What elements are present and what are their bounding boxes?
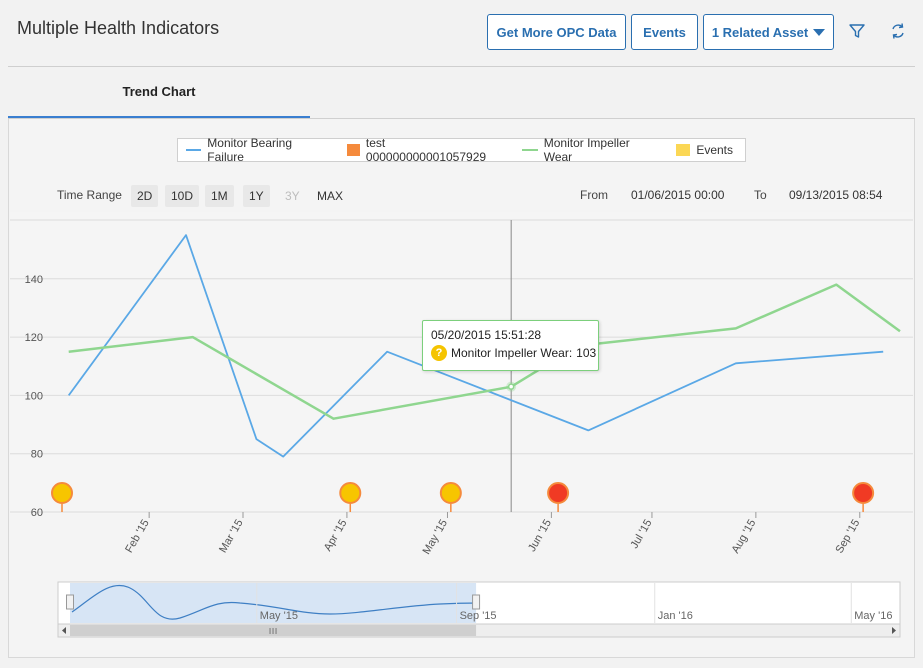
- y-tick-label: 60: [31, 507, 43, 519]
- range-max-button[interactable]: MAX: [317, 189, 344, 203]
- to-label: To: [754, 188, 767, 202]
- tab-divider: [8, 118, 915, 119]
- from-label: From: [580, 188, 608, 202]
- navigator-series: [71, 585, 481, 620]
- event-marker: [339, 482, 362, 504]
- legend-line-symbol: [186, 149, 202, 151]
- navigator-label: May '15: [260, 610, 298, 622]
- legend-item-test[interactable]: test 000000000001057929: [346, 136, 503, 164]
- get-more-opc-data-button[interactable]: Get More OPC Data: [487, 14, 626, 50]
- range-10d-button[interactable]: 10D: [165, 185, 200, 207]
- related-asset-dropdown[interactable]: 1 Related Asset: [703, 14, 834, 50]
- refresh-icon[interactable]: [887, 20, 909, 42]
- event-marker: [547, 482, 570, 504]
- navigator-label: Sep '15: [460, 610, 497, 622]
- tooltip-value: 103: [576, 346, 597, 360]
- x-tick-label: Aug '15: [730, 518, 759, 556]
- events-button[interactable]: Events: [631, 14, 698, 50]
- legend-label: Monitor Bearing Failure: [207, 136, 293, 164]
- event-marker: [439, 482, 462, 504]
- range-2d-button[interactable]: 2D: [131, 185, 159, 207]
- range-3y-button: 3Y: [285, 189, 300, 203]
- legend-item-impeller-wear[interactable]: Monitor Impeller Wear: [522, 136, 656, 164]
- header-divider: [8, 66, 915, 67]
- page-title: Multiple Health Indicators: [17, 18, 220, 38]
- tooltip-series: Monitor Impeller Wear:: [451, 346, 573, 360]
- event-marker: [852, 482, 875, 504]
- tooltip-date: 05/20/2015 15:51:28: [431, 328, 542, 342]
- navigator-handle[interactable]: [66, 594, 74, 610]
- x-tick-label: Apr '15: [322, 518, 350, 554]
- caret-down-icon: [813, 28, 826, 36]
- x-tick-label: May '15: [421, 518, 450, 557]
- y-tick-label: 80: [31, 449, 43, 461]
- related-asset-label: 1 Related Asset: [711, 24, 809, 40]
- legend-square-symbol: [346, 144, 360, 156]
- navigator-label: Jan '16: [658, 610, 693, 622]
- x-tick-label: Jul '15: [628, 518, 654, 551]
- scroll-right-arrow-icon: [892, 627, 896, 634]
- page-header: Multiple Health Indicators Get More OPC …: [0, 0, 923, 66]
- y-tick-label: 140: [25, 274, 43, 286]
- range-1y-button[interactable]: 1Y: [243, 185, 270, 207]
- legend-square-symbol: [676, 144, 691, 156]
- tab-bar: Trend Chart: [8, 67, 915, 119]
- navigator-handle[interactable]: [472, 594, 481, 610]
- x-tick-label: Mar '15: [217, 518, 246, 555]
- hover-point: [507, 383, 515, 390]
- navigator-label: May '16: [854, 610, 892, 622]
- legend-item-events[interactable]: Events: [676, 143, 733, 157]
- scroll-left-arrow-icon: [62, 627, 66, 634]
- time-range-label: Time Range: [57, 188, 122, 202]
- navigator-window: [70, 583, 477, 623]
- to-date-input[interactable]: 09/13/2015 08:54: [789, 188, 883, 202]
- from-date-input[interactable]: 01/06/2015 00:00: [631, 188, 725, 202]
- x-tick-label: Sep '15: [833, 518, 862, 556]
- range-1m-button[interactable]: 1M: [205, 185, 234, 207]
- filter-icon[interactable]: [846, 20, 868, 42]
- y-tick-label: 120: [25, 332, 43, 344]
- legend-line-symbol: [522, 149, 538, 151]
- series-line: [67, 234, 884, 458]
- legend-label: Events: [696, 143, 733, 157]
- y-tick-label: 100: [25, 390, 43, 402]
- data-tooltip: 05/20/2015 15:51:28 ? Monitor Impeller W…: [422, 320, 599, 371]
- x-tick-label: Jun '15: [526, 518, 554, 554]
- question-icon: ?: [431, 345, 447, 361]
- legend-label: Monitor Impeller Wear: [543, 136, 630, 164]
- tab-trend-chart[interactable]: Trend Chart: [8, 67, 310, 119]
- legend-label: test 000000000001057929: [365, 136, 487, 164]
- x-tick-label: Feb '15: [123, 518, 152, 555]
- event-marker: [51, 482, 73, 504]
- chart-legend: Monitor Bearing Failure test 00000000000…: [177, 136, 746, 164]
- legend-item-bearing-failure[interactable]: Monitor Bearing Failure: [186, 136, 327, 164]
